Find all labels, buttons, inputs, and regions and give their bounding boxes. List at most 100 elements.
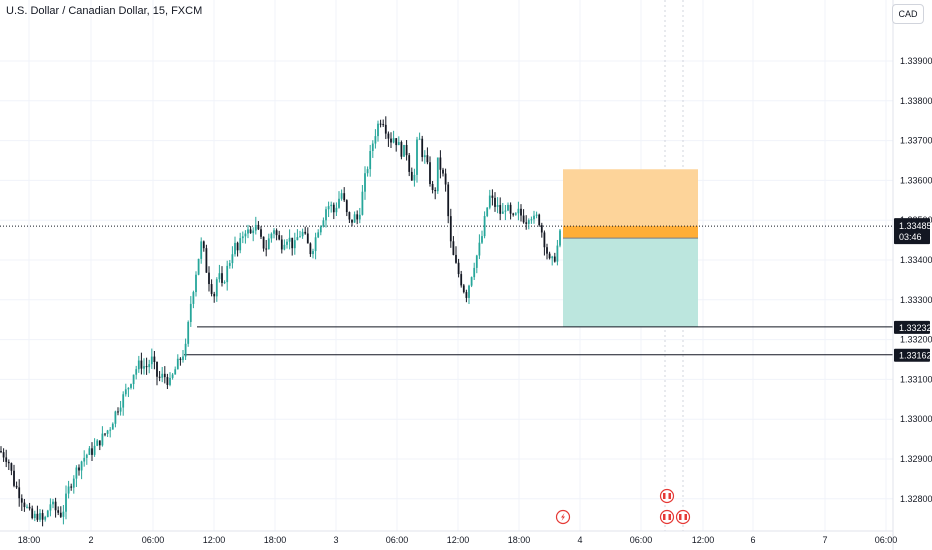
candle — [403, 144, 405, 157]
level-price-label: 1.33162 — [899, 351, 932, 361]
candle — [345, 199, 348, 217]
candle — [239, 232, 242, 254]
candle-body — [2, 452, 5, 458]
candle-body — [143, 366, 145, 369]
candle — [327, 201, 330, 218]
candle-body — [358, 214, 361, 220]
candle — [182, 350, 184, 363]
horizontal-levels[interactable] — [0, 225, 893, 356]
candle — [241, 231, 244, 244]
candle-body — [322, 220, 325, 227]
candle — [358, 207, 361, 224]
candle-body — [504, 210, 507, 212]
y-tick-label: 1.33900 — [900, 56, 932, 66]
candle — [426, 147, 429, 165]
candle — [132, 374, 135, 390]
candle — [187, 320, 190, 347]
candle-body — [236, 242, 239, 251]
candle — [78, 464, 80, 476]
y-tick-label: 1.33300 — [900, 295, 932, 305]
candle-body — [530, 219, 533, 221]
candle-body — [257, 224, 260, 230]
price-axis[interactable]: 1.339001.338001.337001.336001.335001.334… — [900, 56, 932, 504]
candle — [444, 168, 447, 192]
candle — [80, 460, 83, 480]
candle-body — [514, 213, 517, 215]
candle — [507, 202, 509, 212]
candle-body — [239, 238, 242, 251]
candle-body — [13, 470, 15, 486]
event-markers[interactable] — [555, 488, 691, 525]
position-tool[interactable] — [563, 169, 698, 327]
x-tick-label: 12:00 — [447, 535, 470, 545]
candle — [197, 258, 200, 276]
candle — [28, 502, 31, 511]
candle — [491, 189, 494, 206]
candle — [319, 225, 322, 236]
candle — [520, 204, 522, 222]
candle-body — [447, 184, 450, 217]
candle — [286, 239, 288, 249]
candle — [275, 228, 278, 241]
candle-body — [452, 241, 455, 255]
candle — [23, 498, 26, 512]
candle — [525, 215, 528, 230]
economic-event-flag-icon[interactable] — [659, 488, 675, 504]
candle-body — [288, 237, 291, 242]
economic-event-flag-icon[interactable] — [659, 509, 675, 525]
candle — [509, 202, 512, 220]
candle — [343, 187, 346, 202]
candle — [46, 509, 49, 518]
candle-body — [5, 457, 8, 462]
candle — [10, 462, 13, 476]
candle — [135, 365, 138, 380]
candle-body — [179, 358, 182, 360]
candle — [361, 184, 364, 216]
candle — [143, 358, 145, 375]
candle-body — [418, 138, 421, 140]
candle-body — [332, 204, 335, 213]
candle-body — [44, 516, 47, 520]
candle — [231, 246, 234, 269]
candle — [447, 181, 450, 224]
candle — [52, 498, 54, 509]
candle — [200, 237, 203, 264]
candle — [533, 210, 535, 224]
candle-body — [403, 144, 405, 157]
candle-body — [223, 282, 226, 284]
candle — [283, 239, 286, 251]
candle — [351, 219, 353, 227]
candle — [527, 218, 530, 230]
candle-body — [397, 142, 400, 146]
candle — [470, 276, 473, 288]
time-axis[interactable]: 18:00 2 06:00 12:00 18:00 3 06:00 12:00 18:00 4 06… — [18, 535, 898, 545]
candle — [75, 465, 78, 487]
economic-event-flag-icon[interactable] — [675, 509, 691, 525]
candle — [335, 202, 338, 217]
take-profit-zone — [563, 238, 698, 327]
candle — [158, 371, 161, 382]
candle-body — [117, 411, 119, 413]
candle — [494, 192, 496, 212]
y-tick-label: 1.33800 — [900, 96, 932, 106]
candle — [150, 348, 153, 369]
candle — [397, 136, 400, 146]
candle — [267, 233, 270, 250]
candle-body — [293, 240, 296, 249]
candle-body — [202, 241, 205, 249]
candle — [296, 229, 299, 241]
economic-event-bolt-icon[interactable] — [555, 509, 571, 525]
candle-body — [244, 233, 247, 237]
currency-button[interactable]: CAD — [892, 4, 924, 24]
candle — [215, 277, 218, 302]
candle-body — [228, 263, 231, 266]
x-tick-label: 06:00 — [142, 535, 165, 545]
candle-body — [176, 358, 179, 370]
candle — [475, 254, 478, 274]
candle-body — [465, 292, 468, 298]
candle — [31, 505, 34, 520]
candle — [59, 506, 62, 519]
candle-body — [93, 445, 96, 455]
candle-body — [460, 274, 463, 286]
